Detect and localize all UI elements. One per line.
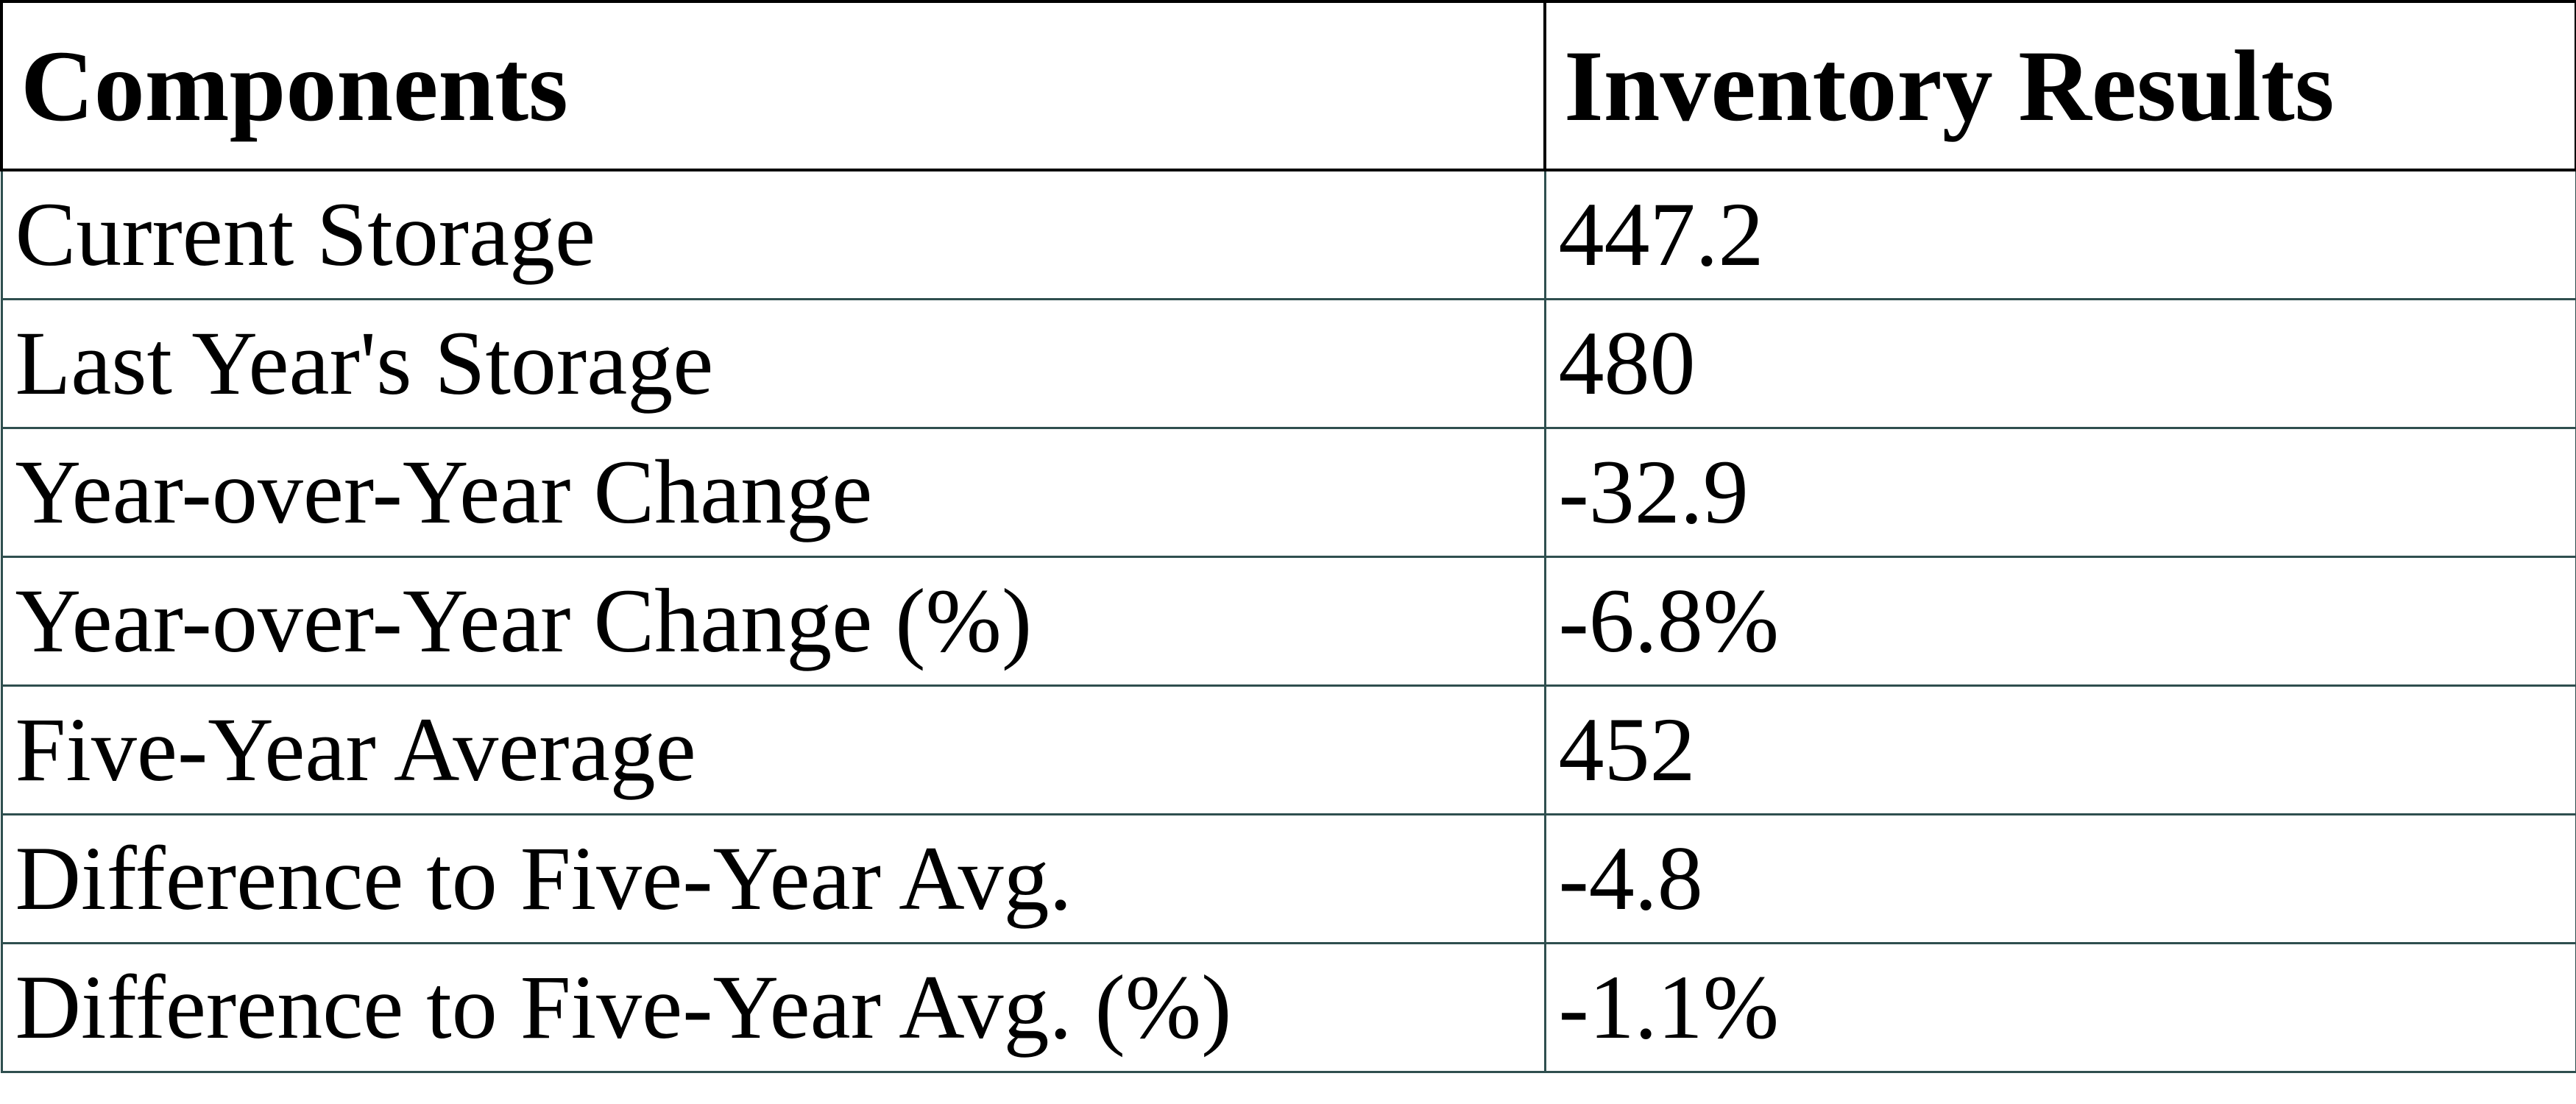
table-header-row: Components Inventory Results	[0, 0, 2576, 171]
table-row-last-year-storage: Last Year's Storage 480	[0, 297, 2576, 429]
row-value: -6.8%	[1543, 555, 2576, 687]
table-row-current-storage: Current Storage 447.2	[0, 169, 2576, 300]
row-label: Five-Year Average	[0, 684, 1546, 815]
row-label: Year-over-Year Change	[0, 426, 1546, 558]
table-row-five-year-average: Five-Year Average 452	[0, 684, 2576, 815]
row-value: 480	[1543, 297, 2576, 429]
row-label: Current Storage	[0, 169, 1546, 300]
row-value: 447.2	[1543, 169, 2576, 300]
row-label: Year-over-Year Change (%)	[0, 555, 1546, 687]
column-header-components: Components	[0, 0, 1546, 171]
row-value: -4.8	[1543, 813, 2576, 944]
row-label: Last Year's Storage	[0, 297, 1546, 429]
row-label: Difference to Five-Year Avg.	[0, 813, 1546, 944]
table-row-diff-five-year-avg: Difference to Five-Year Avg. -4.8	[0, 813, 2576, 944]
row-value: -32.9	[1543, 426, 2576, 558]
table-row-diff-five-year-avg-pct: Difference to Five-Year Avg. (%) -1.1%	[0, 941, 2576, 1073]
table-row-yoy-change: Year-over-Year Change -32.9	[0, 426, 2576, 558]
row-label: Difference to Five-Year Avg. (%)	[0, 941, 1546, 1073]
row-value: -1.1%	[1543, 941, 2576, 1073]
table-row-yoy-change-pct: Year-over-Year Change (%) -6.8%	[0, 555, 2576, 687]
inventory-results-table: Components Inventory Results Current Sto…	[0, 0, 2576, 1073]
row-value: 452	[1543, 684, 2576, 815]
column-header-inventory-results: Inventory Results	[1543, 0, 2576, 171]
